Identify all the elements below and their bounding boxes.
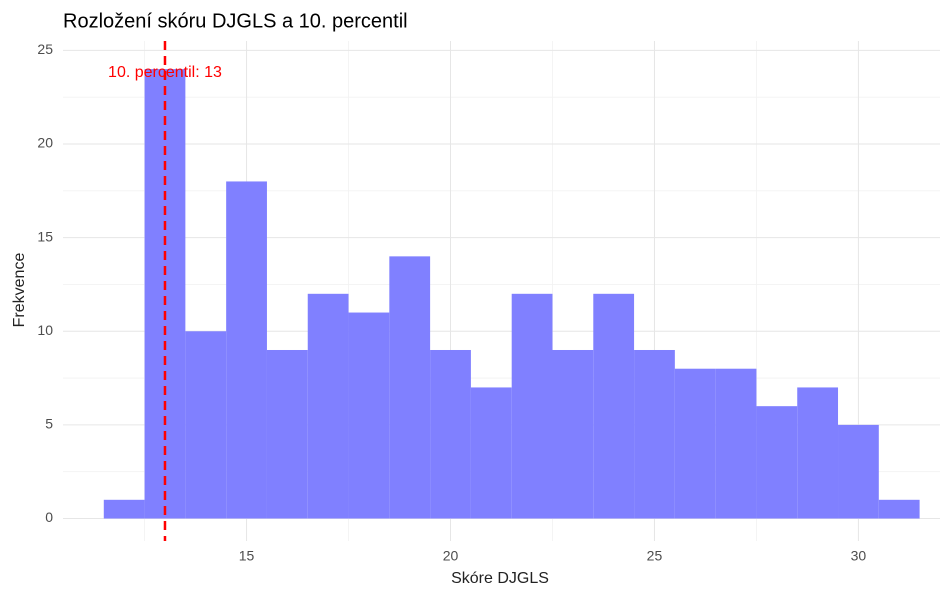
bar: [674, 368, 716, 519]
bar: [470, 387, 512, 519]
bar: [756, 406, 798, 519]
bar: [226, 181, 267, 519]
bar: [103, 499, 145, 519]
bar: [348, 312, 390, 519]
x-tick-label: 15: [239, 548, 255, 564]
bar: [511, 293, 553, 519]
x-tick-label: 20: [443, 548, 459, 564]
y-tick-label: 0: [45, 509, 53, 525]
y-tick-label: 10: [37, 322, 53, 338]
x-tick-label: 25: [647, 548, 663, 564]
bar: [797, 387, 839, 519]
y-tick-label: 15: [37, 228, 53, 244]
bar: [634, 349, 675, 519]
y-axis-label: Frekvence: [11, 253, 28, 328]
bar: [878, 499, 920, 519]
x-axis-label: Skóre DJGLS: [451, 570, 549, 587]
bar: [552, 349, 594, 519]
y-tick-label: 25: [37, 41, 53, 57]
bar: [430, 349, 471, 519]
percentile-label: 10. percentil: 13: [108, 64, 222, 81]
chart-title: Rozložení skóru DJGLS a 10. percentil: [63, 10, 408, 32]
bar: [838, 424, 879, 519]
y-tick-label: 20: [37, 135, 53, 151]
bar: [307, 293, 349, 519]
bar: [266, 349, 308, 519]
bar: [389, 256, 431, 519]
bar: [593, 293, 635, 519]
y-tick-label: 5: [45, 416, 53, 432]
bar: [185, 331, 227, 519]
bar: [144, 69, 186, 519]
x-tick-label: 30: [851, 548, 867, 564]
bar: [715, 368, 757, 519]
